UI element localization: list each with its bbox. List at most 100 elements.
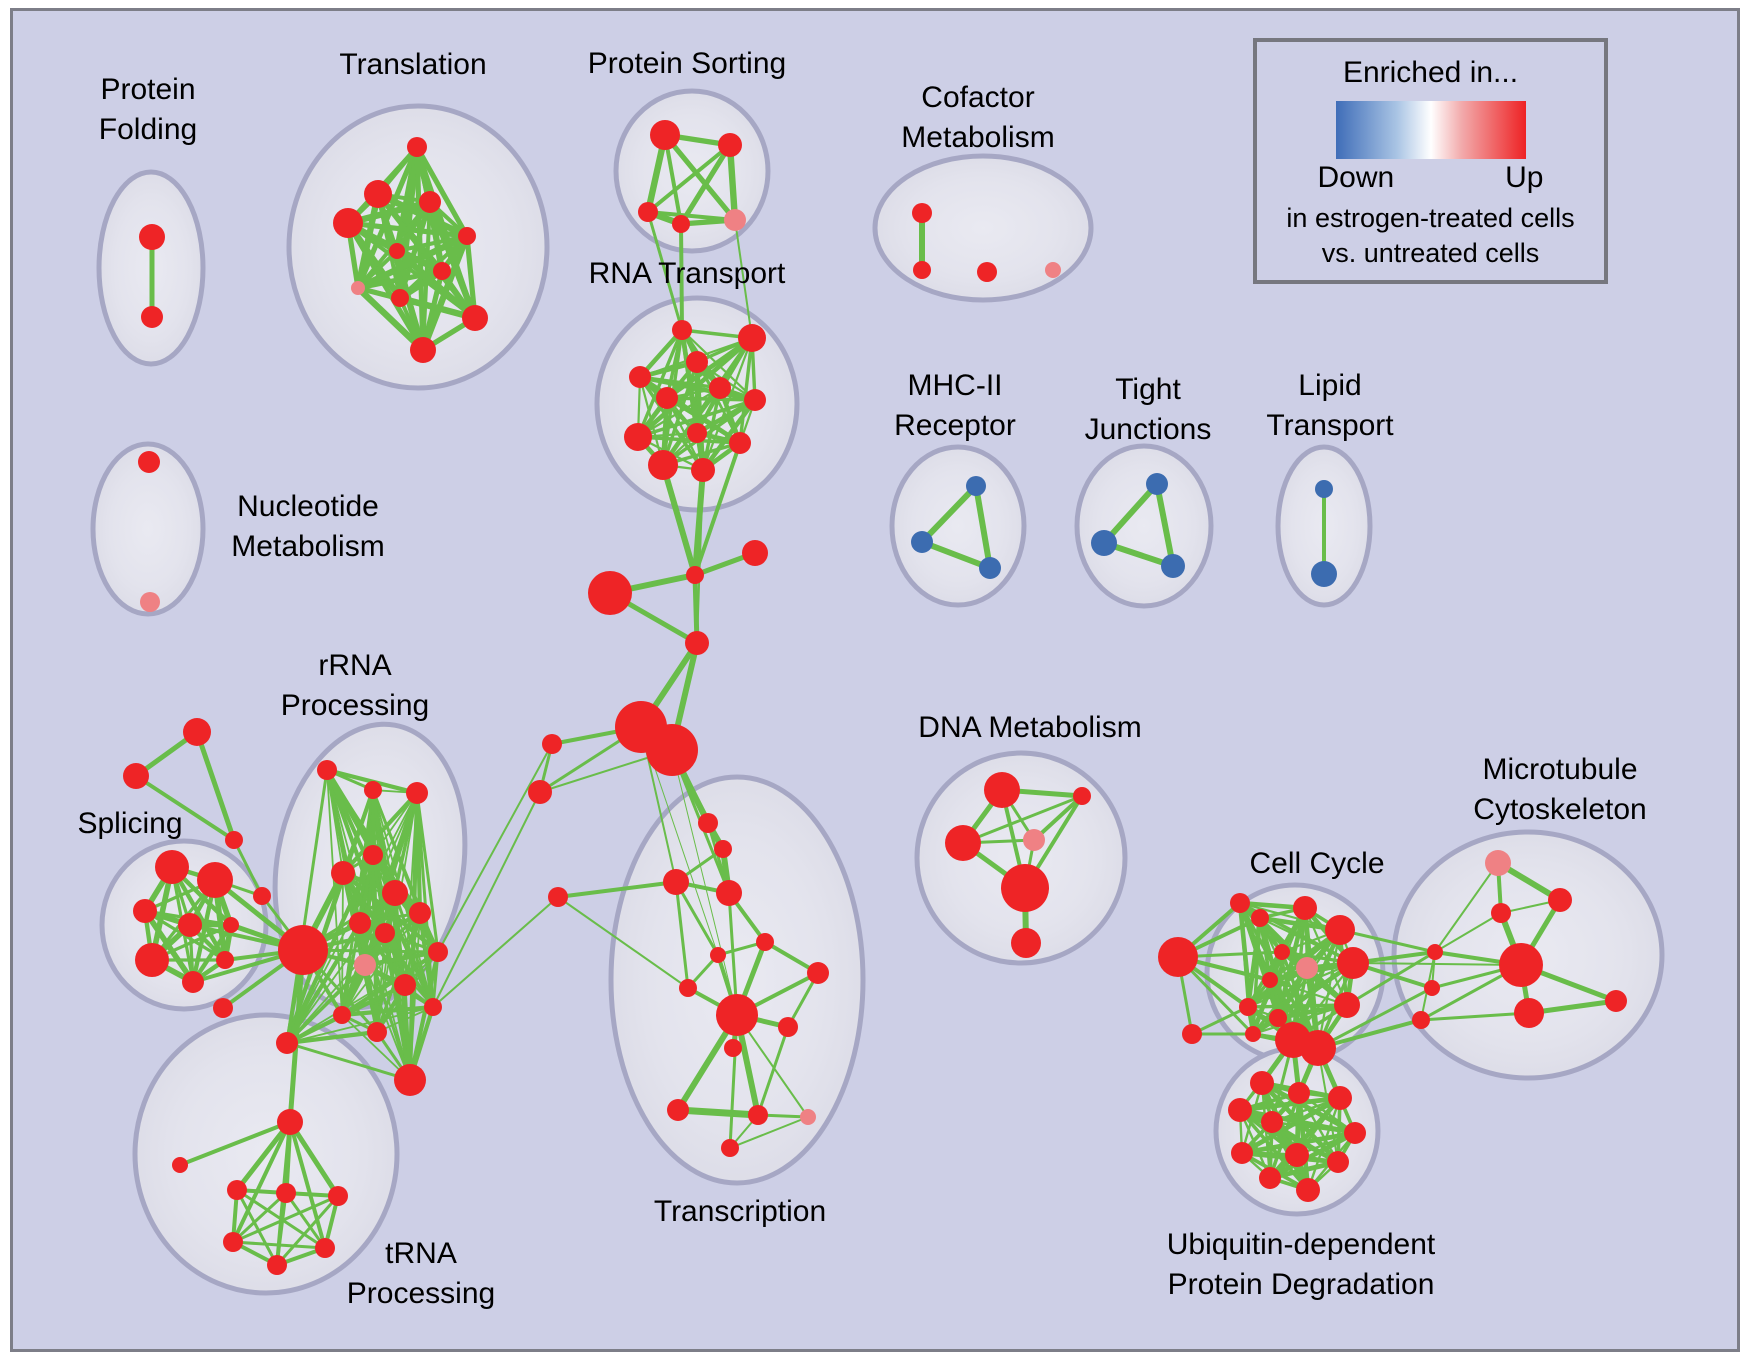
network-edge (340, 788, 375, 1017)
network-edge (286, 951, 439, 1044)
network-node (1427, 944, 1443, 960)
network-edge (973, 483, 993, 571)
network-node (135, 943, 169, 977)
network-node (216, 951, 234, 969)
network-edge (362, 949, 441, 968)
network-node (1412, 1011, 1430, 1029)
network-node (351, 281, 365, 295)
network-edge (1237, 1095, 1343, 1113)
network-node (1261, 1111, 1283, 1133)
network-node (1337, 947, 1369, 979)
network-node (721, 1139, 739, 1157)
network-edge (1239, 1130, 1358, 1156)
network-edge (231, 1240, 327, 1250)
network-node (756, 933, 774, 951)
network-node (807, 962, 829, 984)
network-edge (1338, 928, 1437, 954)
network-node (428, 942, 448, 962)
network-node (1548, 888, 1572, 912)
network-edge (339, 1004, 436, 1018)
network-node (1334, 992, 1360, 1018)
network-node (716, 994, 758, 1036)
network-node (744, 389, 766, 411)
network-node (364, 781, 382, 799)
network-edge (1251, 1003, 1349, 1036)
network-node (945, 825, 981, 861)
network-edge (231, 1120, 292, 1244)
network-node (1514, 998, 1544, 1028)
network-edge (556, 880, 678, 899)
network-node (389, 243, 405, 259)
network-edge (738, 336, 754, 445)
network-edge (679, 222, 684, 332)
network-node (542, 734, 562, 754)
network-edge (646, 210, 684, 332)
network-node (1274, 944, 1290, 960)
network-node (363, 845, 383, 865)
network-node (1296, 957, 1318, 979)
legend-scale-labels: Down Up (1318, 161, 1544, 195)
network-node (1251, 909, 1269, 927)
network-node (742, 540, 768, 566)
network-edge (636, 328, 684, 439)
network-edge (287, 1119, 341, 1199)
network-node (410, 337, 436, 363)
network-node (1182, 1024, 1202, 1044)
legend-gradient-bar (1335, 101, 1526, 159)
network-edge (663, 133, 683, 226)
network-edge (919, 539, 993, 571)
network-node (1293, 896, 1317, 920)
network-edge (414, 144, 470, 239)
network-node (394, 1064, 426, 1096)
network-node (748, 1105, 768, 1125)
network-node (1262, 972, 1278, 988)
network-edge (194, 729, 237, 843)
network-node (331, 861, 355, 885)
network-edge (1245, 927, 1343, 1010)
network-node (1296, 1178, 1320, 1202)
network-edge (376, 1006, 434, 1033)
network-edge (355, 268, 445, 291)
cluster-ellipse-nucleotide-metabolism (90, 441, 206, 617)
network-node (225, 831, 243, 849)
network-node (1073, 787, 1091, 805)
network-node (1499, 943, 1543, 987)
network-node (1285, 1143, 1309, 1167)
network-node (367, 1022, 387, 1042)
network-node (979, 557, 1001, 579)
network-node (458, 227, 476, 245)
network-node (548, 887, 568, 907)
network-node (333, 208, 363, 238)
network-node (1228, 1098, 1252, 1122)
network-node (278, 925, 328, 975)
network-node (672, 215, 690, 233)
network-node (267, 1255, 287, 1275)
network-edge (671, 749, 738, 1016)
network-edge (345, 220, 426, 353)
network-node (424, 998, 442, 1016)
legend-title: Enriched in... (1342, 56, 1519, 89)
network-node (724, 1039, 742, 1057)
network-node (1045, 262, 1061, 278)
network-edge (288, 1120, 327, 1250)
network-edge (345, 220, 470, 239)
legend-up-label: Up (1505, 161, 1544, 194)
network-edge (407, 790, 420, 1083)
network-node (433, 262, 451, 280)
network-node (391, 289, 409, 307)
network-edge (393, 247, 479, 322)
network-node (1325, 915, 1355, 945)
network-node (648, 450, 678, 480)
network-node (419, 191, 441, 213)
network-node (409, 902, 431, 924)
network-edge (1246, 961, 1355, 1009)
network-node (667, 1099, 689, 1121)
network-node (1344, 1122, 1366, 1144)
network-node (213, 998, 233, 1018)
network-node (685, 631, 709, 655)
network-edge (364, 964, 411, 1081)
network-node (672, 320, 692, 340)
network-node (724, 209, 746, 231)
network-node (1311, 561, 1337, 587)
network-node (729, 432, 751, 454)
